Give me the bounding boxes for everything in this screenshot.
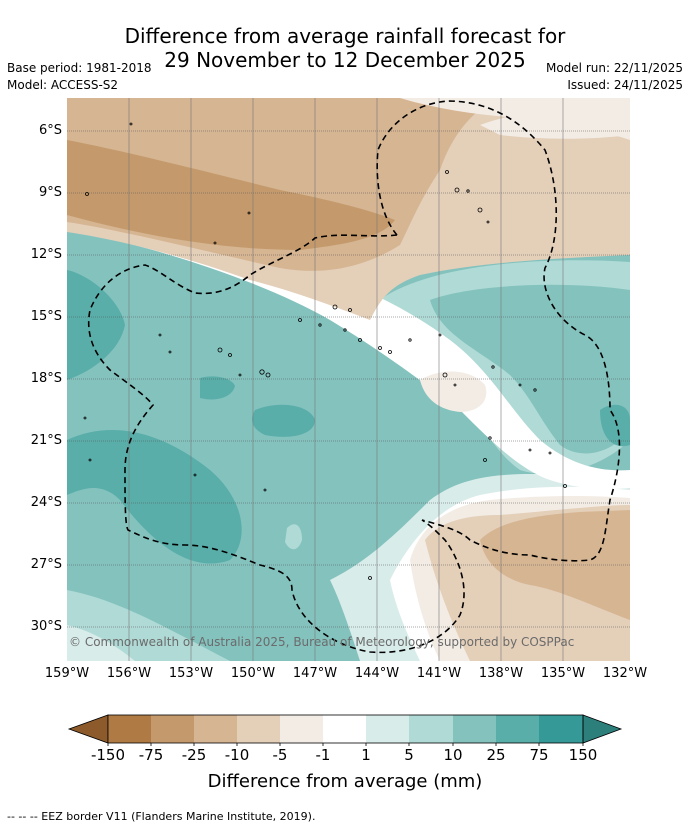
colorbar-swatch-9 [453,715,496,743]
islands [83,122,567,580]
lat-tick-21s: 21°S [30,433,62,448]
lon-tick-150w: 150°W [230,666,276,681]
colorbar-label: -25 [181,746,207,764]
southwest-dark-patch [67,430,242,564]
eez-borders [87,100,621,654]
base-period: Base period: 1981-2018 [7,61,152,75]
colorbar-swatch-7 [366,715,409,743]
lon-tick-156w: 156°W [106,666,152,681]
eez-footnote: -- -- -- EEZ border V11 (Flanders Marine… [7,810,316,823]
pale-patch-south [285,524,302,550]
colorbar-label: 10 [443,746,463,764]
colorbar-title: Difference from average (mm) [207,771,483,792]
colorbar-label: -10 [224,746,250,764]
sw-paler-region [67,625,135,661]
lon-tick-159w: 159°W [44,666,90,681]
east-dark-edge [600,404,630,447]
colorbar-max-arrow [582,714,623,744]
colorbar-label: 1 [361,746,371,764]
issued-date: Issued: 24/11/2025 [567,78,683,92]
colorbar-swatch-4 [237,715,280,743]
colorbar-swatch-1 [108,715,151,743]
colorbar-label: -150 [90,746,126,764]
colorbar-swatch-10 [496,715,539,743]
lat-tick-24s: 24°S [30,495,62,510]
central-white-band [67,222,630,490]
lat-tick-9s: 9°S [38,185,62,200]
rainfall-map [67,98,630,661]
lon-tick-138w: 138°W [478,666,524,681]
colorbar-swatch-3 [194,715,237,743]
lon-gridlines [128,98,564,661]
colorbar-swatch-6 [323,715,366,743]
colorbar-outline [107,714,584,744]
colorbar-ticks [107,743,584,746]
copyright-credit: © Commonwealth of Australia 2025, Bureau… [69,635,575,649]
dark-patch-center [252,404,315,437]
model-label: Model: ACCESS-S2 [7,78,119,92]
lat-tick-18s: 18°S [30,371,62,386]
lat-tick-6s: 6°S [38,123,62,138]
colorbar-swatch-8 [409,715,453,743]
lon-tick-141w: 141°W [416,666,462,681]
colorbar [67,714,623,746]
lon-tick-144w: 144°W [354,666,400,681]
lon-tick-135w: 135°W [540,666,586,681]
colorbar-swatch-2 [151,715,194,743]
colorbar-label: 25 [486,746,506,764]
model-run: Model run: 22/11/2025 [545,61,683,75]
colorbar-label: -5 [272,746,288,764]
north-dark-brown [67,140,395,250]
colorbar-label: -75 [138,746,164,764]
colorbar-swatch-11 [539,715,583,743]
lat-tick-15s: 15°S [30,309,62,324]
ne-cream-2 [480,105,630,139]
colorbar-label: 150 [568,746,598,764]
dark-patch-small [200,376,235,400]
west-dark-patch [67,270,125,380]
colorbar-label: 75 [529,746,549,764]
lon-tick-153w: 153°W [168,666,214,681]
colorbar-swatch-5 [280,715,323,743]
cream-patch [420,371,487,412]
lat-tick-12s: 12°S [30,247,62,262]
colorbar-label: -1 [315,746,331,764]
lon-tick-147w: 147°W [292,666,338,681]
colorbar-label: 5 [404,746,414,764]
title-line-1: Difference from average rainfall forecas… [124,24,566,48]
lon-tick-132w: 132°W [602,666,648,681]
east-teal-core [430,284,630,454]
lat-tick-27s: 27°S [30,557,62,572]
colorbar-min-arrow [67,714,109,744]
title-line-2: 29 November to 12 December 2025 [164,48,526,72]
lat-tick-30s: 30°S [30,619,62,634]
